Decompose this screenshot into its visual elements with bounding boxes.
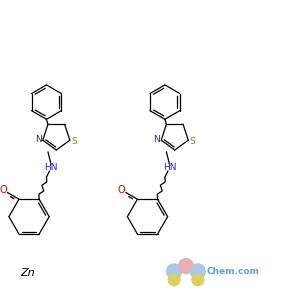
Text: O: O — [0, 185, 7, 195]
Text: Chem.com: Chem.com — [207, 267, 260, 276]
Text: HN: HN — [44, 163, 58, 172]
Circle shape — [168, 274, 180, 286]
Circle shape — [178, 259, 194, 274]
Circle shape — [192, 274, 204, 286]
Circle shape — [190, 264, 205, 279]
Text: N: N — [35, 135, 42, 144]
Text: O: O — [118, 185, 125, 195]
Text: HN: HN — [163, 163, 176, 172]
Text: N: N — [153, 135, 160, 144]
Circle shape — [167, 264, 182, 279]
Text: S: S — [190, 137, 196, 146]
Text: Zn: Zn — [20, 268, 35, 278]
Text: S: S — [71, 137, 77, 146]
